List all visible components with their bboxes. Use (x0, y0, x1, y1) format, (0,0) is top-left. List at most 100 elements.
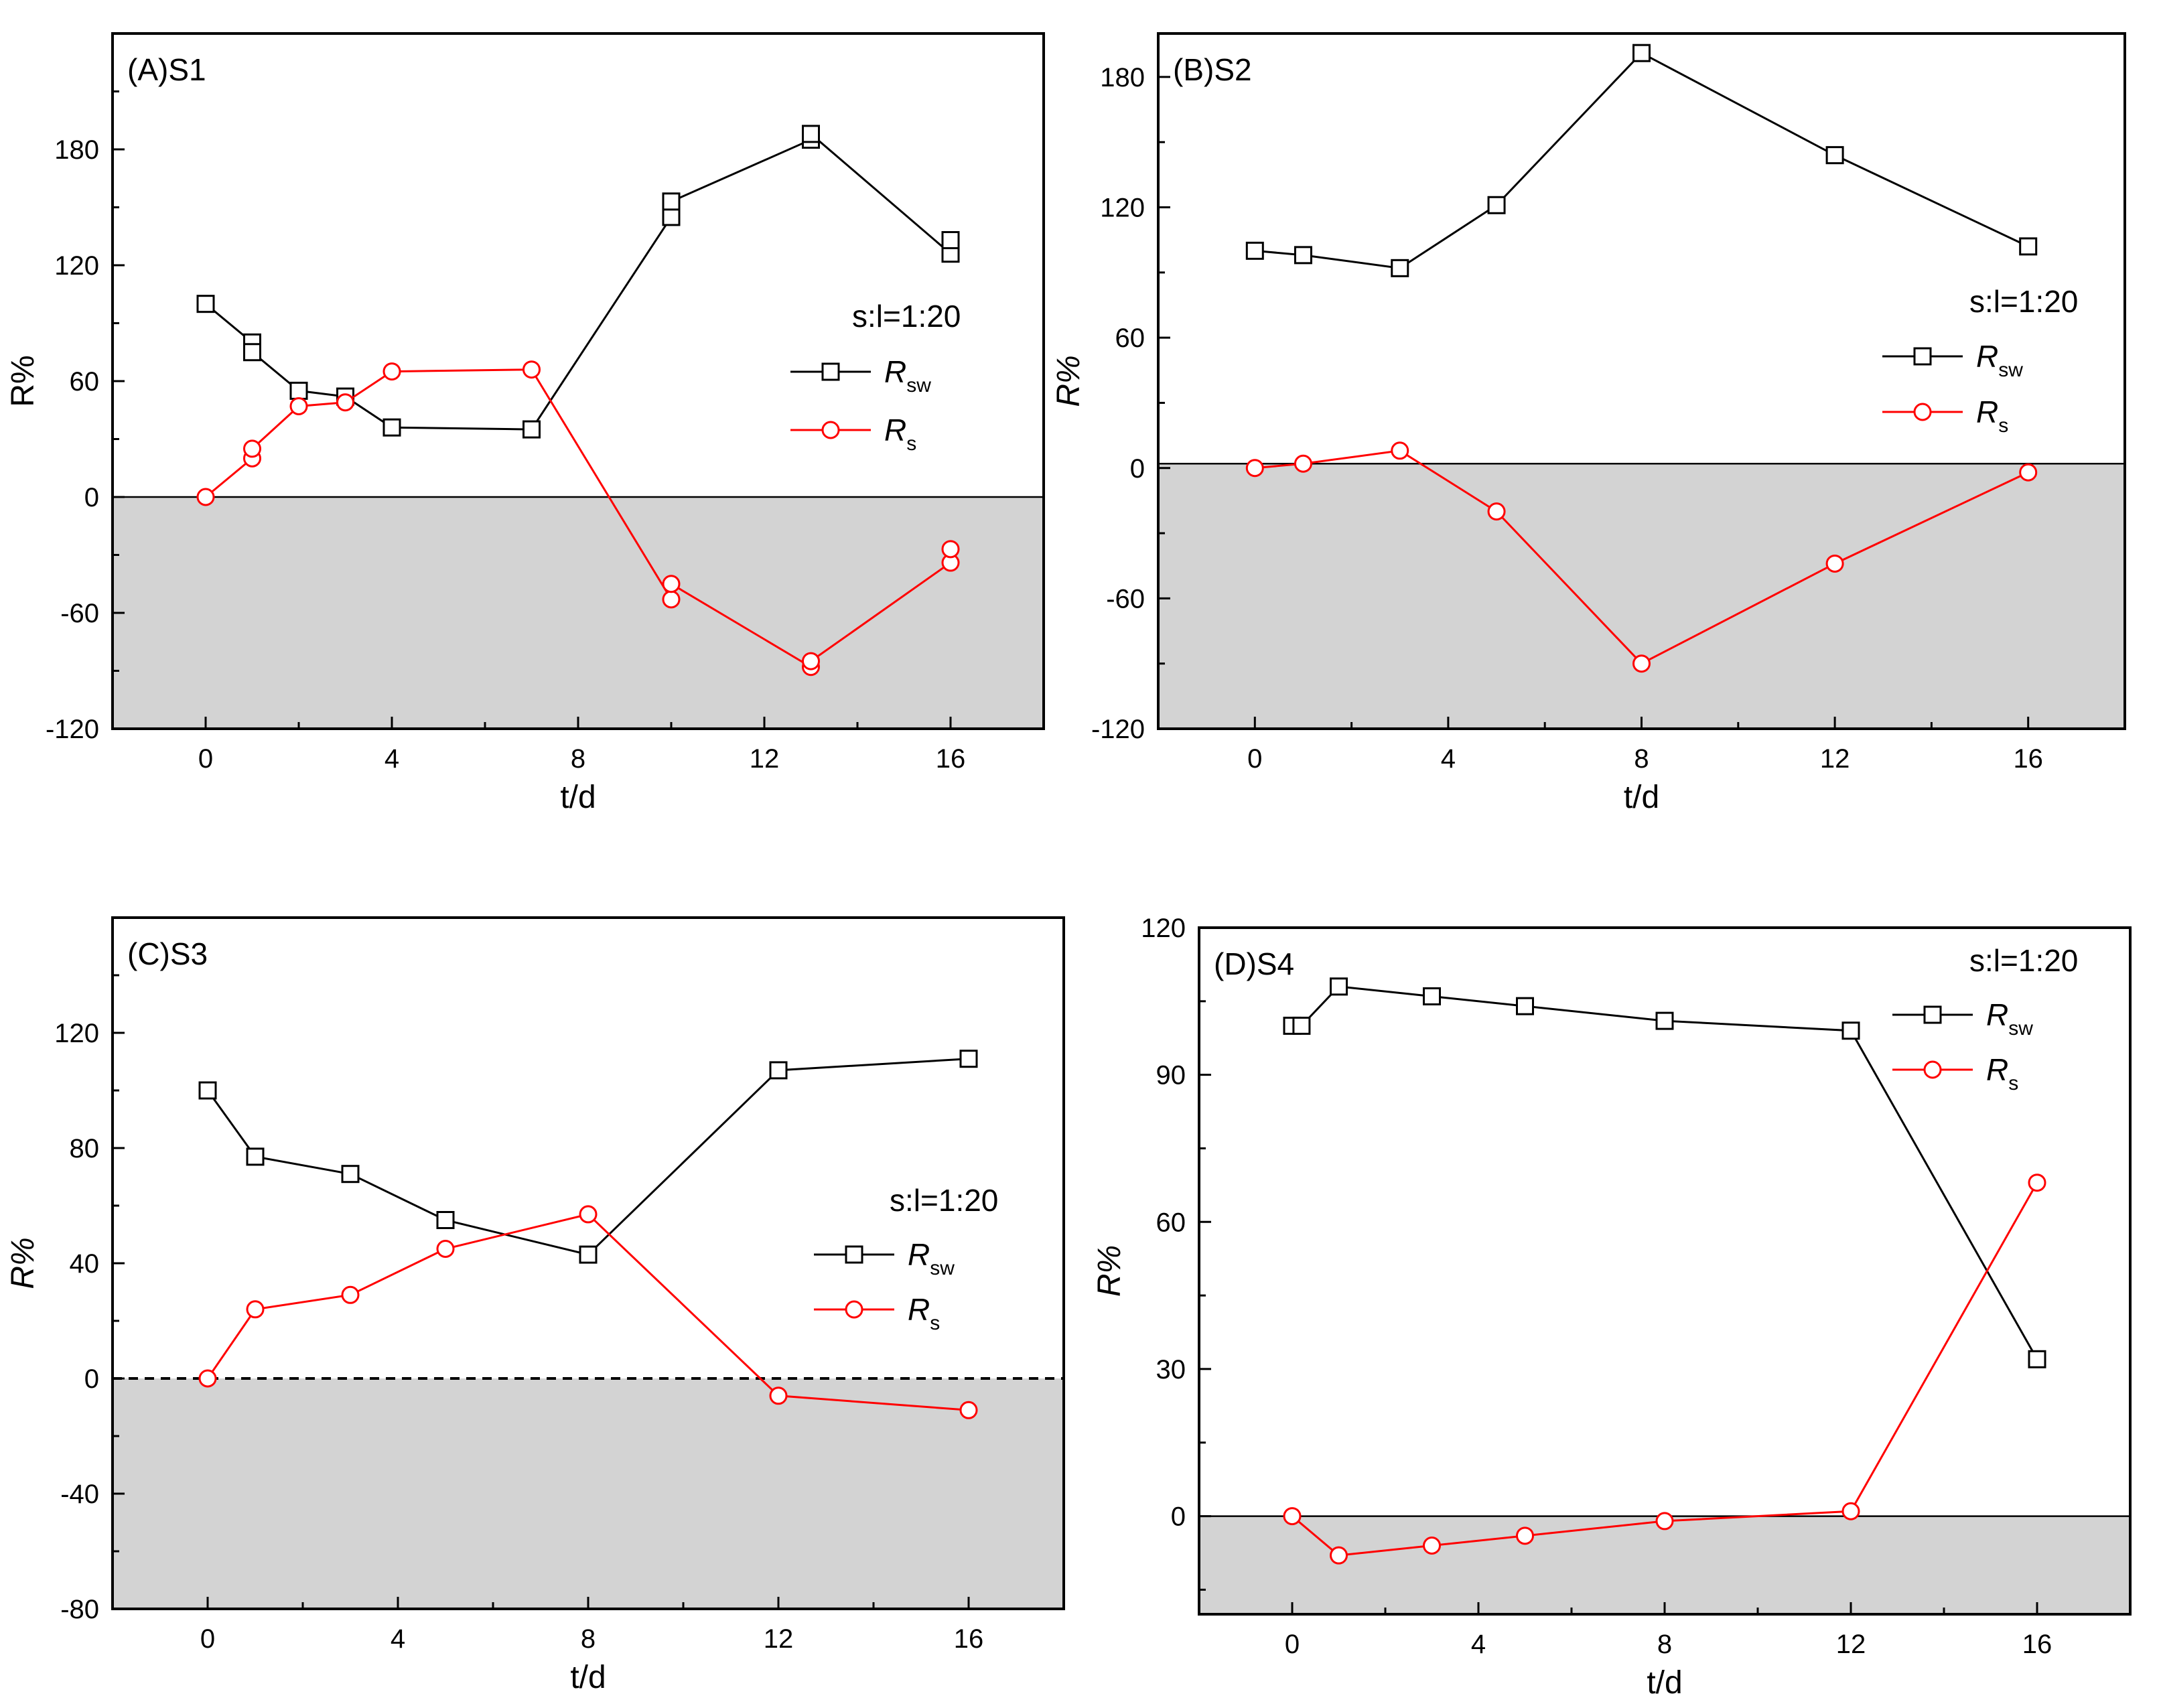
x-tick-label: 16 (2013, 744, 2043, 774)
data-point-Rs (1245, 459, 1264, 478)
data-point-Rs (802, 652, 820, 670)
data-point-Rs (2028, 1173, 2046, 1192)
y-tick-label: 120 (1100, 194, 1145, 223)
data-point-Rs (341, 1285, 360, 1304)
y-tick-label: 120 (54, 251, 99, 281)
legend-marker (1913, 403, 1932, 421)
x-tick-label: 4 (1471, 1630, 1486, 1659)
data-point-Rs (579, 1205, 598, 1224)
data-point-Rs (1283, 1507, 1302, 1526)
data-point-Rs (959, 1401, 978, 1419)
data-point-Rsw (769, 1061, 788, 1080)
y-tick-label: 180 (1100, 63, 1145, 92)
y-tick-label: 40 (70, 1249, 100, 1279)
x-tick-label: 8 (571, 744, 585, 774)
data-point-Rsw (243, 343, 261, 362)
y-tick-label: 60 (1115, 324, 1145, 353)
legend-marker (821, 362, 840, 381)
data-point-Rsw (1516, 997, 1534, 1015)
x-tick-label: 16 (2022, 1630, 2052, 1659)
data-point-Rsw (2028, 1350, 2046, 1368)
series-line-Rs (1292, 1182, 2038, 1557)
data-point-Rsw (1487, 196, 1506, 214)
y-tick-label: 120 (54, 1019, 99, 1048)
x-tick-label: 8 (1657, 1630, 1672, 1659)
y-tick-label: 180 (54, 135, 99, 165)
data-point-Rsw (662, 208, 681, 226)
x-tick-label: 16 (954, 1624, 984, 1654)
y-axis-label: R% (5, 1237, 41, 1289)
legend-label: Rs (884, 413, 916, 455)
data-point-Rs (1655, 1512, 1674, 1531)
series-line-Rsw (206, 1058, 969, 1256)
panel-title: (C)S3 (127, 936, 208, 971)
y-tick-label: -60 (60, 599, 99, 628)
data-point-Rs (523, 360, 541, 379)
panel-title: (D)S4 (1214, 946, 1294, 981)
data-point-Rs (1841, 1502, 1860, 1520)
data-point-Rs (436, 1240, 455, 1258)
y-tick-label: 0 (84, 1364, 99, 1394)
data-point-Rsw (941, 231, 960, 250)
legend-label: Rsw (884, 354, 931, 397)
data-point-Rs (2019, 463, 2038, 482)
y-tick-label: 80 (70, 1134, 100, 1163)
x-axis-label: t/d (1647, 1665, 1682, 1701)
data-point-Rs (198, 1369, 217, 1388)
data-point-Rs (1294, 454, 1312, 473)
data-point-Rsw (196, 295, 215, 313)
y-axis-label: R% (5, 355, 41, 407)
data-point-Rs (336, 393, 354, 412)
x-tick-label: 12 (750, 744, 780, 774)
panel-b-s2: 0 4 8 12 16 -120 -60 0 60 120 180 t/d R% (B)S2 s:l=1:2… (1051, 32, 2126, 815)
series-line-Rsw (1255, 52, 2029, 269)
y-axis-label: R% (1092, 1245, 1127, 1297)
y-tick-label: 30 (1156, 1355, 1186, 1384)
legend-title: s:l=1:20 (852, 299, 961, 334)
data-point-Rs (662, 590, 681, 609)
legend-title: s:l=1:20 (1969, 943, 2078, 978)
data-point-Rs (246, 1300, 265, 1319)
data-point-Rsw (1294, 246, 1312, 265)
x-tick-label: 4 (391, 1624, 405, 1654)
data-point-Rs (196, 488, 215, 506)
data-point-Rs (1391, 441, 1409, 460)
x-tick-label: 0 (200, 1624, 215, 1654)
data-point-Rsw (341, 1165, 360, 1184)
y-tick-label: -120 (1091, 715, 1145, 744)
x-tick-label: 0 (1285, 1630, 1300, 1659)
data-point-Rsw (198, 1081, 217, 1100)
data-point-Rs (1330, 1546, 1348, 1565)
legend-marker (845, 1245, 863, 1264)
x-tick-label: 4 (385, 744, 399, 774)
y-tick-label: 90 (1156, 1061, 1186, 1090)
plot-area (1283, 977, 2046, 1565)
y-tick-label: 0 (1130, 454, 1145, 484)
y-tick-label: -60 (1106, 584, 1145, 614)
x-tick-label: 4 (1441, 744, 1456, 774)
plot-area (198, 1050, 978, 1419)
y-tick-label: 0 (84, 483, 99, 512)
data-point-Rsw (246, 1147, 265, 1166)
legend-marker (1913, 347, 1932, 366)
data-point-Rsw (1292, 1016, 1311, 1035)
data-point-Rsw (959, 1050, 978, 1068)
plot-area (1245, 44, 2038, 673)
data-point-Rsw (436, 1211, 455, 1229)
legend-label: Rs (1976, 395, 2008, 437)
x-tick-label: 0 (1247, 744, 1262, 774)
legend-label: Rsw (1976, 339, 2023, 381)
data-point-Rs (662, 575, 681, 593)
data-point-Rsw (662, 192, 681, 211)
data-point-Rsw (1632, 44, 1651, 62)
y-tick-label: -40 (60, 1480, 99, 1509)
negative-region-shade (113, 497, 1044, 729)
x-tick-label: 8 (1634, 744, 1649, 774)
data-point-Rs (1423, 1537, 1441, 1555)
series-line-Rsw (1292, 985, 2038, 1360)
data-point-Rs (1487, 502, 1506, 521)
y-tick-label: 0 (1171, 1502, 1186, 1532)
x-axis-label: t/d (570, 1660, 606, 1695)
x-axis-label: t/d (1624, 780, 1659, 815)
